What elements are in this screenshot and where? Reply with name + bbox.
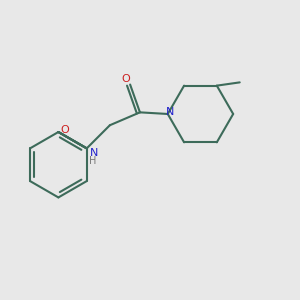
Text: O: O bbox=[60, 125, 69, 135]
Text: O: O bbox=[122, 74, 130, 84]
Text: H: H bbox=[89, 156, 96, 166]
Text: N: N bbox=[90, 148, 98, 158]
Text: N: N bbox=[166, 107, 174, 117]
